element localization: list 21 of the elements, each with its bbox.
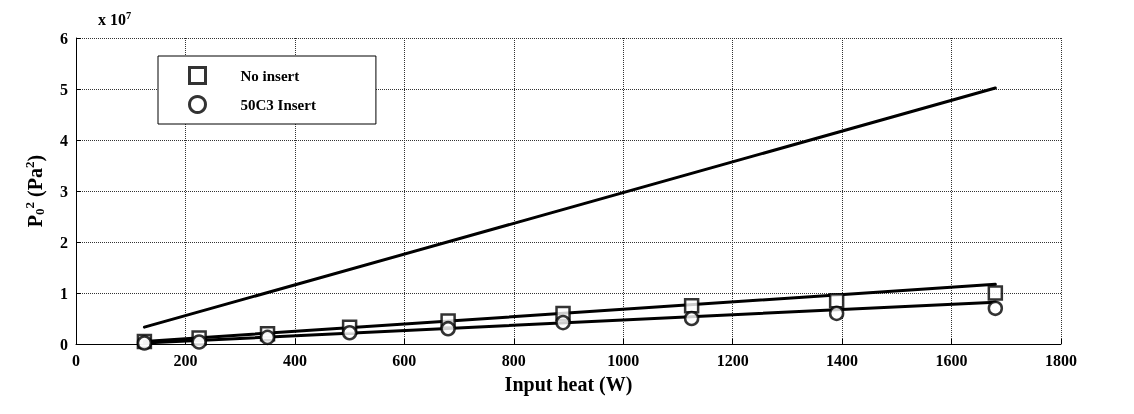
- y-tick-label: 6: [60, 29, 68, 47]
- x-tick-label: 600: [392, 351, 417, 369]
- y-tick-label: 2: [60, 233, 68, 251]
- legend-label: 50C3 Insert: [240, 96, 316, 113]
- x-tick-label: 1600: [935, 351, 968, 369]
- x-tick-label: 800: [501, 351, 526, 369]
- y-tick-label: 3: [60, 182, 68, 200]
- x-tick-label: 1200: [716, 351, 749, 369]
- y-tick-label: 0: [60, 335, 68, 353]
- x-tick-label: 1000: [607, 351, 640, 369]
- legend-label: No insert: [240, 67, 300, 84]
- x-tick-label: 1400: [826, 351, 859, 369]
- y-tick-label: 5: [60, 80, 68, 98]
- y-axis-title: P02 (Pa2): [22, 154, 47, 228]
- x-tick-label: 0: [72, 351, 80, 369]
- y-tick-label: 4: [60, 131, 68, 149]
- x-tick-label: 200: [173, 351, 198, 369]
- x-tick-label: 1800: [1045, 351, 1077, 369]
- x-tick-label: 400: [282, 351, 307, 369]
- x-axis-title: Input heat (W): [504, 373, 633, 396]
- y-tick-label: 1: [60, 284, 68, 302]
